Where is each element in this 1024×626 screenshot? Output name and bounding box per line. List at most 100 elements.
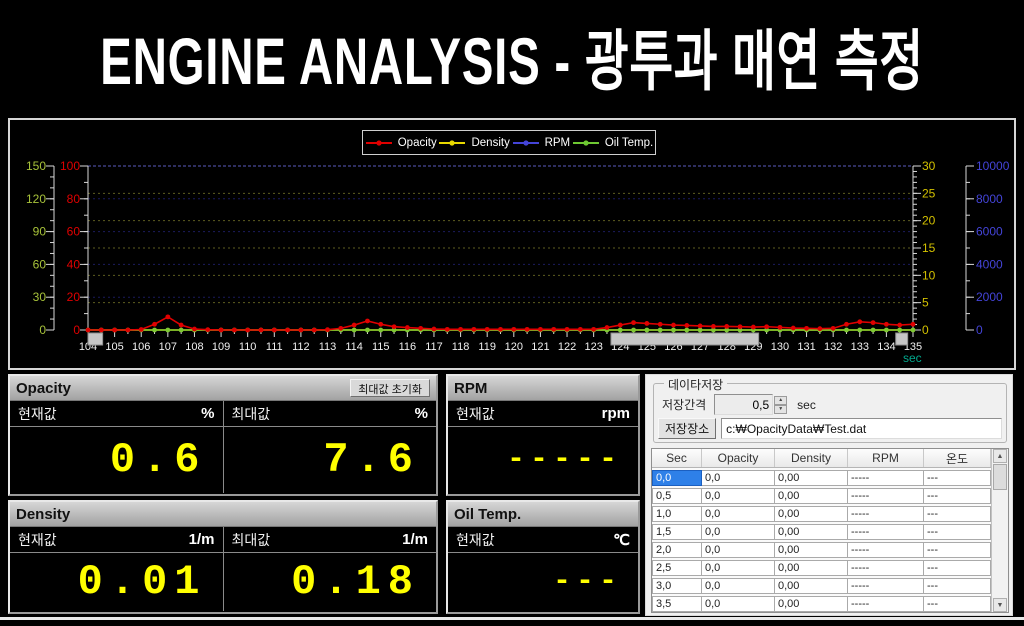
- table-cell[interactable]: 0,0: [702, 470, 775, 486]
- interval-spinner[interactable]: ▲ ▼: [774, 395, 788, 414]
- table-cell[interactable]: 0,0: [702, 542, 775, 558]
- table-row[interactable]: 2,0 0,0 0,00 ----- ---: [652, 542, 992, 558]
- oiltemp-tick-label: 0: [39, 323, 46, 337]
- table-cell[interactable]: 2,5: [652, 560, 702, 576]
- trend-chart[interactable]: 1501209060300100806040200302520151050100…: [10, 120, 1010, 365]
- table-cell[interactable]: 1,0: [652, 506, 702, 522]
- opacity-tick-label: 20: [67, 290, 81, 304]
- density-panel-title: Density: [16, 505, 71, 523]
- data-table[interactable]: Sec Opacity Density RPM 온도 0,0 0,0 0,00 ----- ---…: [651, 448, 1009, 613]
- table-cell[interactable]: -----: [848, 470, 924, 486]
- table-header-온도[interactable]: 온도: [924, 449, 991, 467]
- reset-max-button[interactable]: 최대값 초기화: [350, 379, 430, 397]
- save-interval-input[interactable]: [714, 394, 774, 415]
- table-cell[interactable]: ---: [924, 596, 991, 612]
- data-point: [311, 327, 317, 333]
- table-header-sec[interactable]: Sec: [652, 449, 702, 467]
- data-point: [458, 326, 463, 332]
- data-point: [897, 322, 903, 328]
- table-cell[interactable]: ---: [924, 488, 991, 504]
- rpm-current-unit: rpm: [601, 405, 630, 422]
- table-cell[interactable]: 0,0: [702, 578, 775, 594]
- chart-legend: Opacity Density RPM Oil Temp.: [362, 130, 656, 155]
- save-location-button[interactable]: 저장장소: [658, 418, 717, 439]
- table-cell[interactable]: -----: [848, 524, 924, 540]
- data-point: [750, 324, 756, 330]
- table-cell[interactable]: 0,0: [702, 560, 775, 576]
- table-cell[interactable]: 2,0: [652, 542, 702, 558]
- table-cell[interactable]: 0,0: [702, 488, 775, 504]
- table-cell[interactable]: 1,5: [652, 524, 702, 540]
- table-cell[interactable]: ---: [924, 470, 991, 486]
- table-cell[interactable]: 3,5: [652, 596, 702, 612]
- table-header-row: Sec Opacity Density RPM 온도: [652, 449, 992, 468]
- chart-scroll-block[interactable]: [610, 332, 760, 346]
- table-cell[interactable]: -----: [848, 488, 924, 504]
- x-tick-label: 130: [771, 341, 789, 353]
- table-cell[interactable]: 0,00: [775, 524, 848, 540]
- table-cell[interactable]: 0,0: [702, 596, 775, 612]
- data-point: [857, 327, 863, 333]
- opacity-max-unit: %: [414, 405, 428, 422]
- table-cell[interactable]: 0,00: [775, 542, 848, 558]
- table-row[interactable]: 1,0 0,0 0,00 ----- ---: [652, 506, 992, 522]
- data-point: [98, 327, 104, 333]
- table-cell[interactable]: 3,0: [652, 578, 702, 594]
- table-cell[interactable]: -----: [848, 560, 924, 576]
- x-tick-label: 133: [851, 341, 869, 353]
- save-path-input[interactable]: [721, 418, 1002, 439]
- data-point: [192, 326, 197, 332]
- chart-scroll-block[interactable]: [87, 332, 104, 346]
- opacity-max-value: 7.6: [323, 436, 420, 484]
- table-row[interactable]: 1,5 0,0 0,00 ----- ---: [652, 524, 992, 540]
- oiltemp-tick-label: 30: [33, 290, 47, 304]
- data-point: [617, 327, 623, 333]
- scroll-up-icon[interactable]: ▲: [993, 449, 1007, 463]
- table-cell[interactable]: 0,5: [652, 488, 702, 504]
- table-cell[interactable]: ---: [924, 578, 991, 594]
- table-cell[interactable]: ---: [924, 560, 991, 576]
- spinner-up-icon[interactable]: ▲: [774, 395, 788, 405]
- table-header-density[interactable]: Density: [775, 449, 848, 467]
- scrollbar-thumb[interactable]: [993, 464, 1007, 490]
- data-point: [684, 323, 690, 328]
- table-cell[interactable]: 0,0: [652, 470, 702, 486]
- table-cell[interactable]: 0,0: [702, 506, 775, 522]
- spinner-down-icon[interactable]: ▼: [774, 404, 788, 414]
- legend-marker-icon: [365, 139, 392, 146]
- data-point: [564, 326, 570, 332]
- table-row[interactable]: 0,5 0,0 0,00 ----- ---: [652, 488, 992, 504]
- data-point: [644, 321, 650, 326]
- rpm-panel-title: RPM: [454, 379, 488, 397]
- table-cell[interactable]: 0,0: [702, 524, 775, 540]
- table-row[interactable]: 3,5 0,0 0,00 ----- ---: [652, 596, 992, 612]
- table-cell[interactable]: -----: [848, 506, 924, 522]
- data-point: [790, 325, 796, 331]
- table-cell[interactable]: ---: [924, 542, 991, 558]
- scroll-down-icon[interactable]: ▼: [993, 598, 1007, 612]
- table-cell[interactable]: -----: [848, 578, 924, 594]
- legend-item-rpm: RPM: [512, 137, 570, 149]
- table-cell[interactable]: 0,00: [775, 506, 848, 522]
- table-cell[interactable]: 0,00: [775, 470, 848, 486]
- table-cell[interactable]: 0,00: [775, 596, 848, 612]
- chart-scroll-block[interactable]: [895, 332, 909, 346]
- table-cell[interactable]: -----: [848, 542, 924, 558]
- table-cell[interactable]: -----: [848, 596, 924, 612]
- table-cell[interactable]: 0,00: [775, 578, 848, 594]
- table-scrollbar[interactable]: ▲ ▼: [991, 449, 1008, 612]
- opacity-max-label-cell: 최대값 %: [223, 401, 436, 427]
- table-header-opacity[interactable]: Opacity: [702, 449, 775, 467]
- data-point: [391, 327, 397, 333]
- table-cell[interactable]: ---: [924, 506, 991, 522]
- table-header-rpm[interactable]: RPM: [848, 449, 924, 467]
- trend-chart-panel: 150 120 90 60 30 0 100 80 60 40 20 0 30 25 20 15 10 5 0 100…: [8, 118, 1016, 370]
- table-row[interactable]: 2,5 0,0 0,00 ----- ---: [652, 560, 992, 576]
- opacity-tick-label: 80: [67, 192, 81, 206]
- table-cell[interactable]: 0,00: [775, 560, 848, 576]
- legend-marker-icon: [439, 139, 466, 146]
- table-row[interactable]: 0,0 0,0 0,00 ----- ---: [652, 470, 992, 486]
- table-cell[interactable]: 0,00: [775, 488, 848, 504]
- table-row[interactable]: 3,0 0,0 0,00 ----- ---: [652, 578, 992, 594]
- table-cell[interactable]: ---: [924, 524, 991, 540]
